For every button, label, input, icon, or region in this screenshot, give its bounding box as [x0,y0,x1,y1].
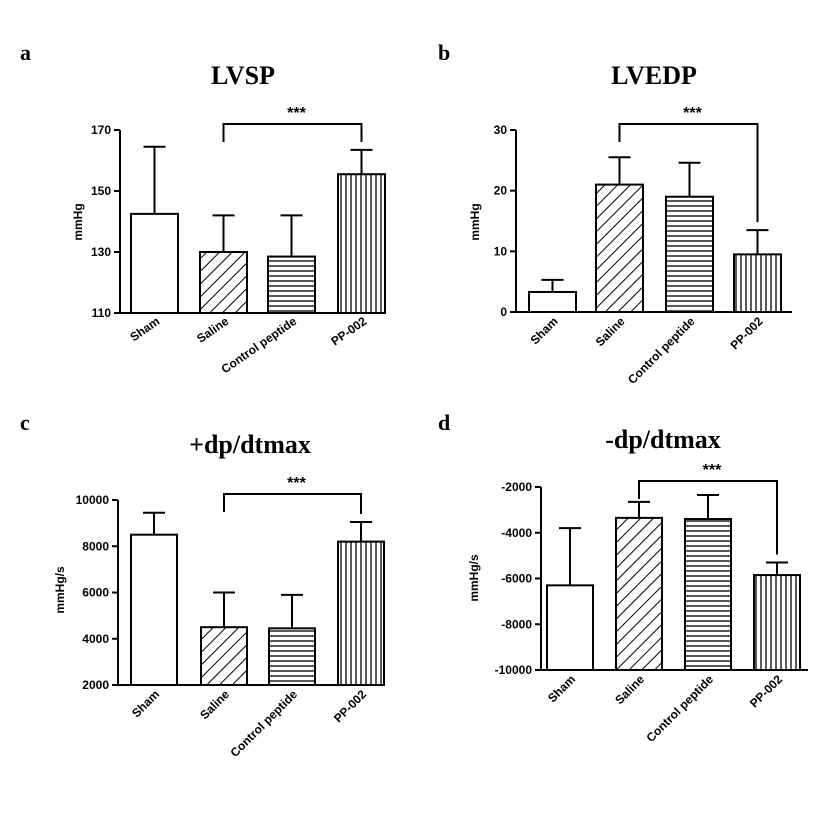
bar [130,533,178,686]
panel-letter: d [438,410,450,435]
y-tick-label: -4000 [501,526,532,540]
y-tick-label: -10000 [495,663,533,677]
bar [546,584,594,671]
category-label: Saline [194,314,231,346]
category-label: Saline [197,687,232,722]
y-tick-label: 20 [494,184,508,198]
category-label: Sham [129,687,162,720]
chart-title: LVSP [211,61,275,90]
category-label: Control peptide [219,314,300,377]
panel-d: d -dp/dtmax -10000 -8000 -6000 -4000 -2000 mmHg… [438,410,808,745]
bar [200,626,248,686]
y-tick-label: -2000 [501,480,532,494]
category-label: PP-002 [727,314,765,352]
category-label: Sham [127,314,162,344]
y-tick-label: 8000 [82,539,109,553]
panel-letter: a [20,40,31,65]
significance-label: *** [703,462,722,479]
bar [337,540,385,686]
y-tick-label: 0 [500,305,507,319]
y-tick-label: -6000 [501,572,532,586]
bar [684,518,732,672]
bar [615,516,663,671]
bar [665,195,714,314]
y-tick-label: 2000 [82,678,109,692]
y-axis-label: mmHg/s [53,566,67,614]
y-tick-label: 30 [494,123,508,137]
bar [528,290,577,314]
panel-letter: b [438,40,450,65]
bar [595,183,644,314]
y-tick-label: 170 [91,123,111,137]
significance-bracket [618,123,759,223]
significance-bracket [638,480,778,555]
bar [199,251,248,314]
y-tick-label: 10000 [76,493,110,507]
bar [267,255,316,315]
significance-bracket [223,493,362,514]
bar [337,173,386,314]
bar [268,627,316,686]
bar [753,574,801,671]
y-tick-label: 130 [91,245,111,259]
y-axis-label: mmHg [71,203,85,240]
bar [733,253,782,314]
y-tick-label: -8000 [501,617,532,631]
category-label: Saline [593,314,628,349]
category-label: Sham [545,672,578,705]
y-tick-label: 4000 [82,632,109,646]
category-label: Control peptide [228,687,301,760]
significance-label: *** [287,475,306,492]
bar [130,212,179,314]
panel-c: c +dp/dtmax 2000 4000 6000 8000 10000 mmHg/s Sha… [20,410,385,760]
y-tick-label: 6000 [82,586,109,600]
category-label: Saline [612,672,647,707]
category-label: Control peptide [644,672,717,745]
category-label: PP-002 [331,687,369,725]
y-axis-label: mmHg [468,203,482,240]
significance-label: *** [683,105,702,122]
y-tick-label: 150 [91,184,111,198]
significance-label: *** [287,105,306,122]
category-label: PP-002 [747,672,785,710]
panel-letter: c [20,410,30,435]
chart-title: -dp/dtmax [605,425,721,454]
category-label: Control peptide [625,314,698,387]
chart-title: +dp/dtmax [189,430,311,459]
chart-title: LVEDP [611,61,697,90]
y-axis-label: mmHg/s [467,554,481,602]
y-tick-label: 110 [92,306,112,320]
category-label: Sham [528,314,561,347]
significance-bracket [222,123,363,142]
y-tick-label: 10 [494,244,508,258]
category-label: PP-002 [328,314,369,349]
